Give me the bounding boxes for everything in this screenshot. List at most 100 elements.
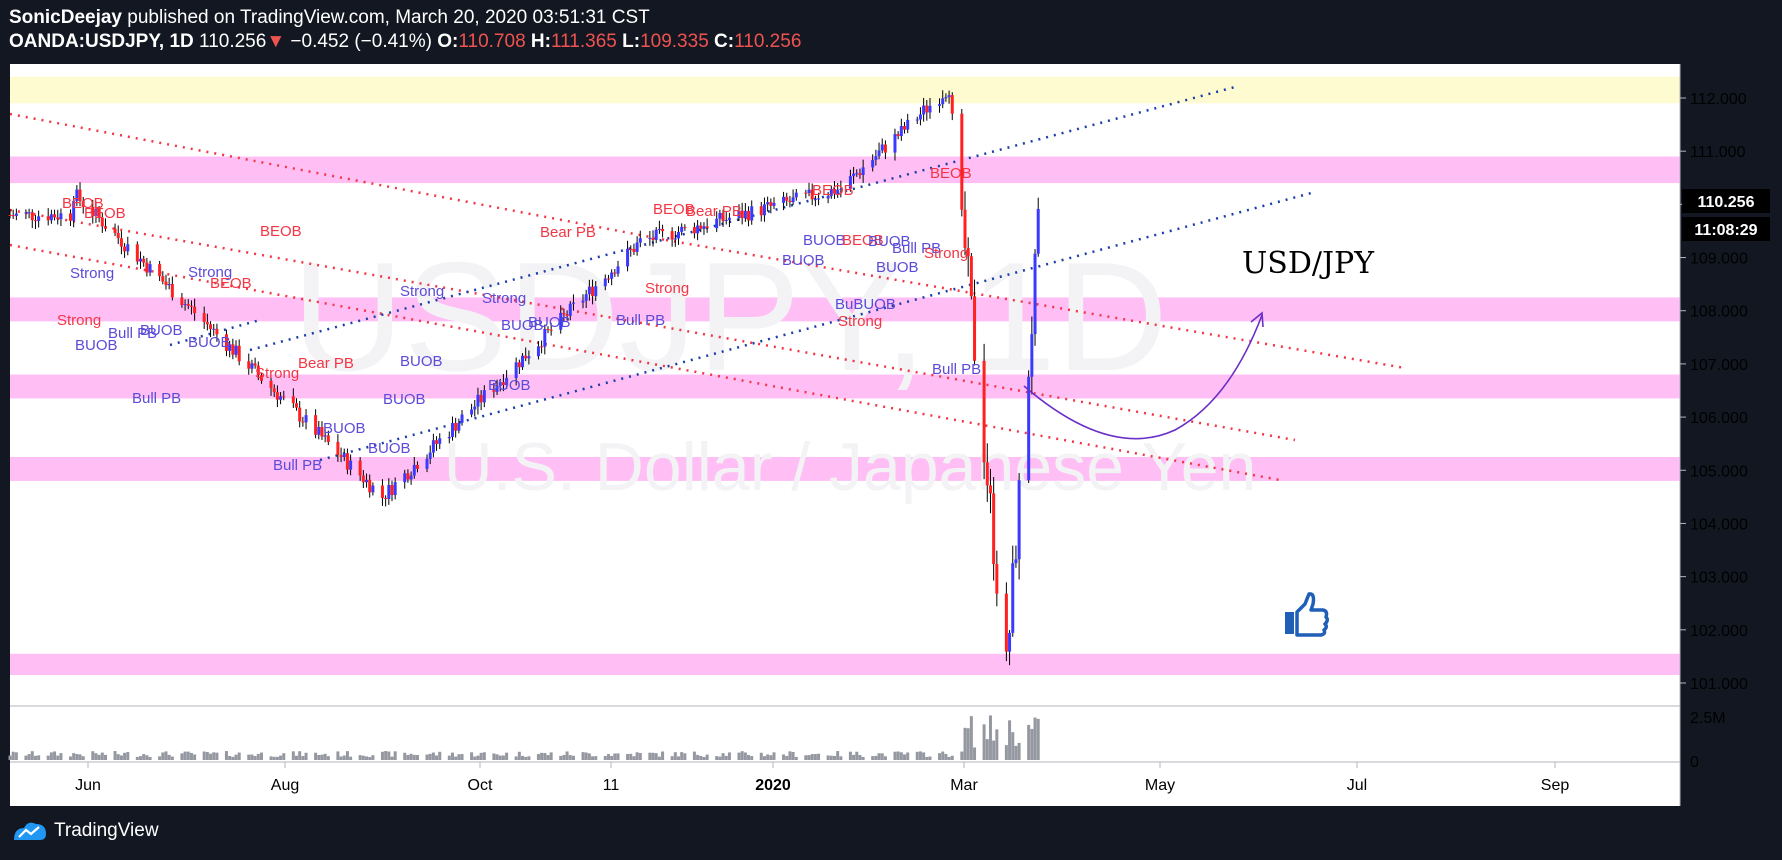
candle-body [301,421,305,423]
volume-bar [256,753,260,760]
candle-body [304,415,308,423]
candle-body [339,455,343,458]
last-price: 110.256 [199,31,267,52]
candle-body [291,396,295,404]
candle-body [317,426,321,435]
candle-body [750,206,754,221]
candle-body [438,438,442,444]
candle-body [791,197,795,203]
volume-bar [116,754,120,760]
candle-body [183,304,187,306]
volume-bar [250,754,254,760]
candle-body [517,362,521,368]
chart-header: SonicDeejay published on TradingView.com… [9,6,801,54]
candle-body [963,209,967,248]
volume-bar [673,752,677,760]
volume-bar [546,755,550,760]
candle-body [368,479,372,493]
time-tick-label: Aug [271,777,299,794]
candle-body [365,479,369,483]
volume-bar [543,753,547,760]
signal-label: Bear PB [540,224,596,241]
candle-body [78,189,82,201]
signal-label: BEOB [210,275,252,292]
candle-body [482,390,486,403]
candle-body [231,344,235,355]
price-tick-label: 108.000 [1690,304,1748,321]
price-axis[interactable]: 101.000 102.000 103.000 104.000 105.000 106.0… [1680,91,1748,693]
volume-bar [899,752,903,760]
signal-label: BUOB [868,233,911,250]
candle-body [610,272,614,279]
volume-bar [450,752,454,760]
time-tick-label: 2020 [755,777,791,794]
volume-bar [969,716,973,760]
volume-bar [925,756,929,760]
volume-bar [794,756,798,760]
volume-bar [295,755,298,760]
volume-bar [365,756,369,760]
volume-bar [37,755,41,760]
volume-bar [104,754,107,760]
candle-body [97,208,101,218]
candle-body [581,300,585,303]
time-axis[interactable]: Jun Aug Oct 11 2020 Mar May Jul Sep [75,762,1569,794]
volume-bar [139,756,143,760]
volume-bar [724,755,728,760]
volume-bar [304,752,308,760]
candle-body [982,360,986,463]
volume-bar [24,755,28,760]
candle-body [253,363,257,366]
publisher-name[interactable]: SonicDeejay [9,7,122,28]
volume-bar [275,756,279,760]
volume-bar [654,753,658,760]
volume-bar [342,755,346,760]
candle-body [387,485,391,500]
high-value: 111.365 [550,31,617,52]
candle-body [349,460,353,470]
volume-bar [492,753,496,760]
signal-label: Bull PB [892,240,941,257]
volume-bar [59,753,63,760]
countdown-tag-text: 11:08:29 [1694,222,1757,239]
volume-bar [651,752,655,760]
volume-bar [826,755,830,760]
volume-bar [1008,720,1012,760]
candle-body [861,167,865,175]
signal-label: BEOB [930,165,972,182]
candle-body [8,215,12,216]
volume-bar [762,756,766,760]
volume-bar [606,754,610,760]
candle-body [966,247,970,257]
candle-body [247,361,251,369]
price-tick-label: 103.000 [1690,570,1748,587]
volume-bar [425,754,429,760]
candle-body [925,105,929,113]
candle-body [985,462,989,486]
price-tick-label: 106.000 [1690,410,1748,427]
candle-body [189,305,193,307]
close-value: 110.256 [734,31,802,52]
candle-body [361,475,365,483]
signal-label: BEOB [84,205,126,222]
candle-body [992,493,996,565]
brand-name[interactable]: TradingView [54,820,159,841]
volume-bar [447,755,451,760]
candle-body [960,113,964,210]
signal-label: Bull PB [132,390,181,407]
candle-body [460,414,464,423]
candle-body [279,396,283,400]
volume-bar [438,751,442,760]
candle-body [139,258,143,262]
candle-body [428,452,432,459]
volume-bar [661,751,665,760]
signal-label: BUOB [383,391,426,408]
volume-bar [314,752,318,760]
candle-body [546,328,550,330]
signal-label: Strong [482,290,526,307]
volume-bar [145,755,149,760]
volume-bar [743,752,747,760]
candle-body [501,382,505,386]
candle-body [27,212,31,214]
